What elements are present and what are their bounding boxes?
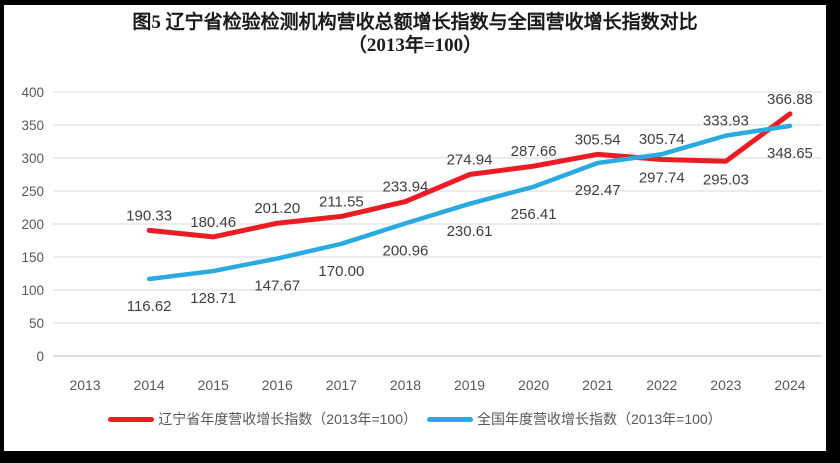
data-label-national: 200.96 <box>383 242 429 259</box>
data-label-liaoning: 366.88 <box>767 91 813 108</box>
national-line-swatch <box>427 416 473 422</box>
national-series-line <box>146 123 793 282</box>
x-axis-tick-label: 2015 <box>198 377 229 393</box>
x-axis-tick-label: 2024 <box>774 377 805 393</box>
legend-label-national: 全国年度营收增长指数（2013年=100） <box>477 411 722 427</box>
data-label-liaoning: 305.54 <box>575 131 621 148</box>
y-axis-tick-label: 0 <box>36 349 44 364</box>
x-axis-tick-label: 2023 <box>710 377 741 393</box>
data-label-liaoning: 180.46 <box>190 214 236 231</box>
legend-item-liaoning: 辽宁省年度营收增长指数（2013年=100） <box>108 409 417 429</box>
x-axis-tick-label: 2016 <box>262 377 293 393</box>
data-label-liaoning: 190.33 <box>126 207 172 224</box>
chart-title-line1: 图5 辽宁省检验检测机构营收总额增长指数与全国营收增长指数对比 <box>132 12 698 33</box>
data-label-national: 333.93 <box>703 113 749 130</box>
y-axis-tick-label: 100 <box>21 283 44 298</box>
data-label-liaoning: 295.03 <box>703 171 749 188</box>
y-axis-tick-label: 400 <box>21 85 44 100</box>
x-axis-tick-label: 2020 <box>518 377 549 393</box>
x-axis-tick-label: 2019 <box>454 377 485 393</box>
legend-item-national: 全国年度营收增长指数（2013年=100） <box>427 409 722 429</box>
y-axis-tick-label: 200 <box>21 217 44 232</box>
data-label-national: 230.61 <box>447 223 493 240</box>
data-label-national: 292.47 <box>575 182 621 199</box>
data-label-liaoning: 201.20 <box>254 200 300 217</box>
y-axis-tick-label: 250 <box>21 184 44 199</box>
data-label-liaoning: 233.94 <box>383 179 429 196</box>
data-label-liaoning: 297.74 <box>639 169 685 186</box>
liaoning-line-swatch <box>108 416 155 422</box>
x-axis-tick-label: 2013 <box>69 377 100 393</box>
y-axis-tick-label: 50 <box>29 316 44 331</box>
data-label-national: 116.62 <box>127 298 172 315</box>
data-label-liaoning: 287.66 <box>511 143 557 160</box>
data-label-national: 348.65 <box>767 145 813 162</box>
chart-title: 图5 辽宁省检验检测机构营收总额增长指数与全国营收增长指数对比 （2013年=1… <box>4 11 826 57</box>
x-axis-tick-label: 2022 <box>646 377 677 393</box>
data-label-national: 147.67 <box>254 278 300 295</box>
y-axis-tick-label: 350 <box>21 118 44 133</box>
data-label-liaoning: 274.94 <box>447 152 493 169</box>
x-axis-tick-label: 2017 <box>326 377 357 393</box>
data-label-national: 128.71 <box>190 290 236 307</box>
data-label-liaoning: 211.55 <box>319 193 364 210</box>
line-chart-plot: 0 50 100 150 200 250 300 350 400 2013 2014 2015 2016… <box>21 85 822 393</box>
legend-label-liaoning: 辽宁省年度营收增长指数（2013年=100） <box>158 411 417 427</box>
data-label-national: 170.00 <box>318 263 364 280</box>
x-axis-tick-label: 2014 <box>134 377 165 393</box>
liaoning-series-line <box>146 111 793 240</box>
x-axis-tick-label: 2018 <box>390 377 421 393</box>
data-label-national: 305.74 <box>639 131 685 148</box>
y-axis-tick-label: 300 <box>21 151 44 166</box>
chart-title-line2: （2013年=100） <box>347 35 483 56</box>
x-axis-tick-label: 2021 <box>582 377 613 393</box>
data-label-national: 256.41 <box>511 206 557 223</box>
y-axis-tick-label: 150 <box>21 250 44 265</box>
legend: 辽宁省年度营收增长指数（2013年=100） 全国年度营收增长指数（2013年=… <box>4 409 826 429</box>
